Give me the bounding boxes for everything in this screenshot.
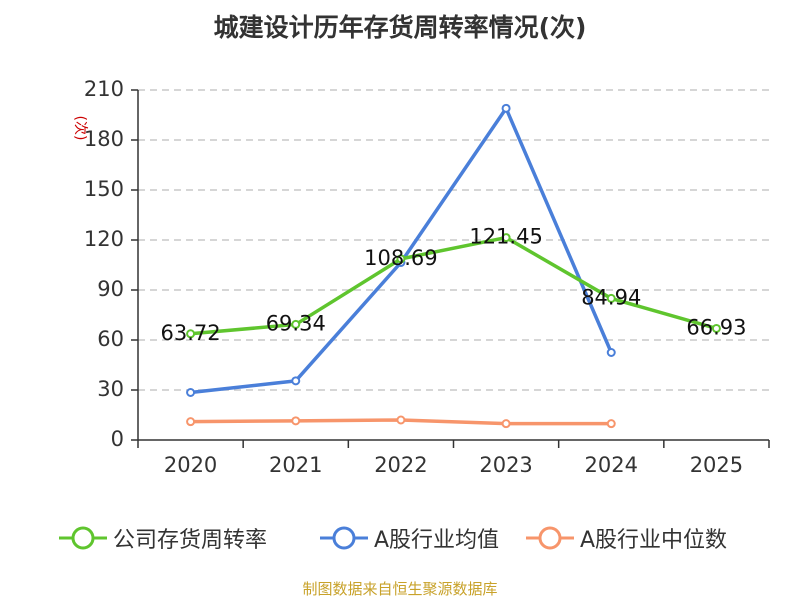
series-line-0	[190, 235, 717, 336]
data-label: 121.45	[469, 225, 542, 249]
series-point-1	[291, 376, 301, 386]
y-tick-label: 210	[84, 77, 124, 101]
data-labels: 63.72 69.34 108.69 121.45 84.94 66.93	[161, 225, 747, 345]
series-point-0	[606, 293, 616, 303]
series-point-1	[501, 103, 511, 113]
series-point-1	[606, 348, 616, 357]
data-label: 63.72	[161, 321, 221, 345]
x-tick-label: 2023	[479, 453, 532, 477]
legend-industry-avg-marker	[320, 526, 368, 550]
legend-label-company: 公司存货周转率	[113, 528, 268, 553]
legend-item-industry-avg[interactable]: A股行业均值	[318, 520, 499, 556]
series-point-2	[396, 415, 406, 425]
series	[186, 103, 721, 429]
series-point-0	[186, 329, 196, 339]
x-tick-label: 2024	[585, 453, 638, 477]
legend-item-company[interactable]: 公司存货周转率	[57, 520, 267, 556]
source-footer: 制图数据来自恒生聚源数据库	[302, 580, 498, 598]
y-tick-label: 30	[97, 377, 124, 401]
data-label: 69.34	[266, 311, 326, 335]
y-tick-label: 60	[97, 327, 124, 351]
y-axis-unit-label: (次)	[72, 116, 88, 141]
series-point-1	[186, 388, 196, 397]
series-point-2	[186, 417, 196, 427]
data-label: 66.93	[686, 315, 746, 339]
data-label: 84.94	[581, 285, 641, 309]
legend: 公司存货周转率 A股行业均值 A股行业中位数	[0, 520, 800, 556]
x-tick-label: 2021	[269, 453, 322, 477]
legend-label-industry-avg: A股行业均值	[374, 528, 500, 553]
y-tick-label: 120	[84, 227, 124, 251]
series-point-0	[501, 233, 511, 243]
series-point-2	[606, 419, 616, 429]
axes: 0 30 60 90 120 150 180 210 2020 2021 2022 2023 2024 2…	[84, 77, 770, 477]
x-tick-label: 2022	[374, 453, 427, 477]
y-tick-label: 0	[111, 427, 124, 451]
y-tick-label: 180	[84, 127, 124, 151]
chart-title: 城建设计历年存货周转率情况(次)	[213, 13, 587, 42]
legend-label-industry-median: A股行业中位数	[580, 528, 728, 553]
grid-lines	[138, 89, 769, 391]
series-point-0	[396, 254, 406, 264]
legend-company-marker	[59, 526, 107, 550]
x-tick-label: 2025	[690, 453, 743, 477]
series-point-2	[291, 416, 301, 426]
legend-item-industry-median[interactable]: A股行业中位数	[524, 520, 727, 556]
legend-industry-median-marker	[526, 526, 574, 550]
y-tick-label: 150	[84, 177, 124, 201]
data-label: 108.69	[364, 246, 437, 270]
series-point-2	[501, 419, 511, 429]
series-point-0	[291, 319, 301, 329]
series-point-0	[711, 323, 721, 333]
y-tick-label: 90	[97, 277, 124, 301]
x-tick-label: 2020	[164, 453, 217, 477]
